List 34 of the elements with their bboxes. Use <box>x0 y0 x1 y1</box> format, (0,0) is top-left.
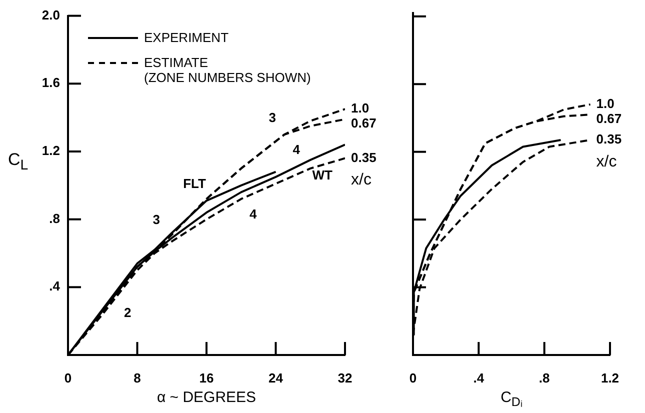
series-label: 1.0 <box>351 100 370 116</box>
annotation: 3 <box>268 110 276 126</box>
x-tick-label: 0 <box>64 370 72 386</box>
annotation: ESTIMATE (ZONE NUMBERS SHOWN) <box>144 55 311 85</box>
y-axis-title: C$_{L}$ <box>8 150 28 174</box>
y-tick-label: .4 <box>49 278 61 294</box>
legend-title: x/c <box>351 172 372 189</box>
y-tick-label: 1.2 <box>42 143 60 158</box>
x-tick-label: 0 <box>409 370 417 386</box>
series-label: 0.35 <box>596 132 622 147</box>
annotation: 2 <box>124 304 132 320</box>
legend-title: x/c <box>596 153 617 170</box>
x-tick-label: 32 <box>338 370 352 386</box>
x-tick-label: 1.2 <box>600 370 620 386</box>
x-axis-title: C$_{Dᵢ}$ <box>500 389 524 409</box>
x-axis-title: α ~ DEGREES <box>156 389 258 406</box>
x-tick-label: 16 <box>199 370 214 386</box>
y-tick-label: .8 <box>49 210 60 226</box>
x-tick-label: 24 <box>268 370 284 386</box>
annotation: 4 <box>292 142 301 158</box>
series-label: 0.35 <box>351 150 376 165</box>
x-tick-label: .8 <box>538 370 550 386</box>
annotation: FLT <box>183 176 206 192</box>
series-label: 1.0 <box>596 96 614 112</box>
annotation: WT <box>312 168 333 183</box>
series-label: 0.67 <box>596 111 622 126</box>
annotation: 4 <box>250 206 258 222</box>
y-tick-label: 1.6 <box>42 75 60 90</box>
x-tick-label: 8 <box>134 370 141 386</box>
annotation: 3 <box>152 212 160 227</box>
x-tick-label: .4 <box>473 370 485 386</box>
annotation: EXPERIMENT <box>144 30 229 45</box>
series-label: 0.67 <box>351 116 376 131</box>
y-tick-label: 2.0 <box>42 7 60 22</box>
